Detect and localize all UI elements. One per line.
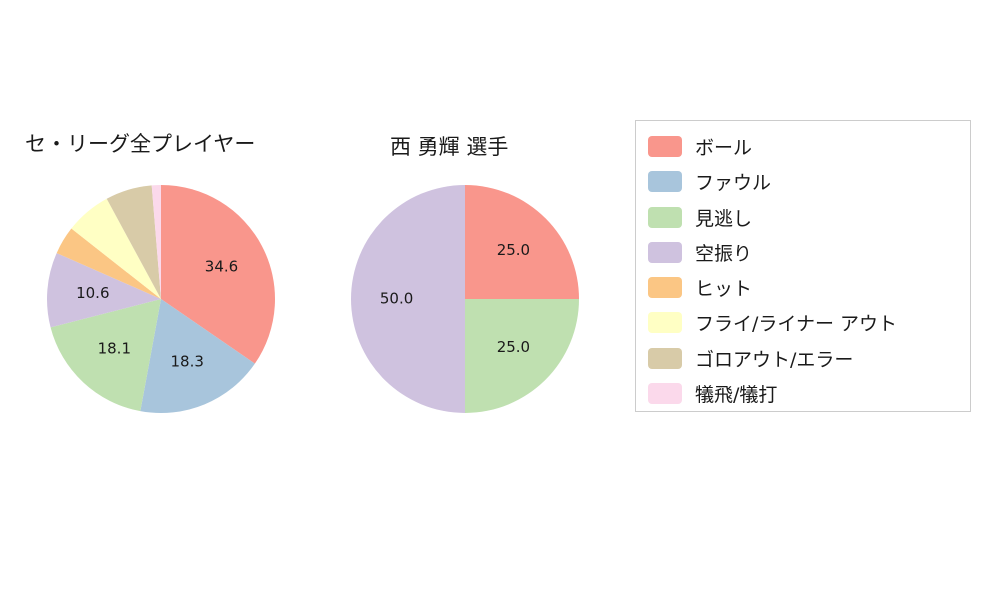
- pie-slice-0: [161, 185, 275, 364]
- legend-swatch: [648, 241, 682, 263]
- legend-item-3: 空振り: [648, 235, 970, 269]
- pie-slice-3: [46, 253, 161, 328]
- pie-slice-4: [56, 228, 161, 299]
- pie-slice-1: [465, 299, 579, 413]
- legend-swatch: [648, 277, 682, 299]
- legend-label: ファウル: [695, 172, 772, 195]
- chart-title-player: 西 勇輝 選手: [390, 135, 509, 159]
- legend-swatch: [648, 347, 682, 369]
- pie-slice-0: [465, 185, 579, 299]
- legend-item-6: ゴロアウト/エラー: [648, 341, 970, 375]
- legend-item-1: ファウル: [648, 165, 970, 199]
- pie-slice-label: 34.6: [205, 258, 238, 276]
- pie-chart-all-players: 34.6 18.3 18.1 10.6: [46, 185, 275, 413]
- pie-slice-5: [71, 198, 161, 299]
- pie-slice-2: [50, 299, 161, 412]
- legend-item-7: 犠飛/犠打: [648, 376, 970, 410]
- pie-slice-label: 25.0: [497, 241, 530, 259]
- pie-slice-1: [140, 299, 255, 413]
- legend-label: 見逃し: [695, 207, 753, 230]
- legend-label: 犠飛/犠打: [695, 383, 778, 406]
- legend-label: ヒット: [695, 278, 753, 301]
- legend-item-0: ボール: [648, 130, 970, 164]
- legend-swatch: [648, 206, 682, 228]
- chart-title-all-players: セ・リーグ全プレイヤー: [25, 132, 256, 156]
- legend-label: ボール: [695, 137, 753, 160]
- pie-slice-label: 18.1: [98, 340, 131, 358]
- pie-slice-label: 10.6: [76, 284, 109, 302]
- pie-chart-player: 25.0 25.0 50.0: [351, 185, 579, 413]
- pie-slice-7: [151, 185, 161, 299]
- legend: ボールファウル見逃し空振りヒットフライ/ライナー アウト ゴロアウト/エラー 犠飛/…: [635, 120, 971, 412]
- legend-label: 空振り: [695, 242, 753, 265]
- legend-item-2: 見逃し: [648, 200, 970, 234]
- pie-slice-6: [106, 185, 161, 299]
- pie-slice-2: [351, 185, 465, 413]
- legend-swatch: [648, 312, 682, 334]
- legend-item-5: フライ/ライナー アウト: [648, 306, 970, 340]
- legend-swatch: [648, 136, 682, 158]
- legend-label: フライ/ライナー アウト: [695, 313, 898, 336]
- pie-slice-label: 50.0: [380, 290, 413, 308]
- legend-item-4: ヒット: [648, 271, 970, 305]
- legend-label: ゴロアウト/エラー: [695, 348, 854, 371]
- legend-swatch: [648, 171, 682, 193]
- pie-slice-label: 18.3: [170, 353, 203, 371]
- legend-swatch: [648, 382, 682, 404]
- pie-slice-label: 25.0: [497, 338, 530, 356]
